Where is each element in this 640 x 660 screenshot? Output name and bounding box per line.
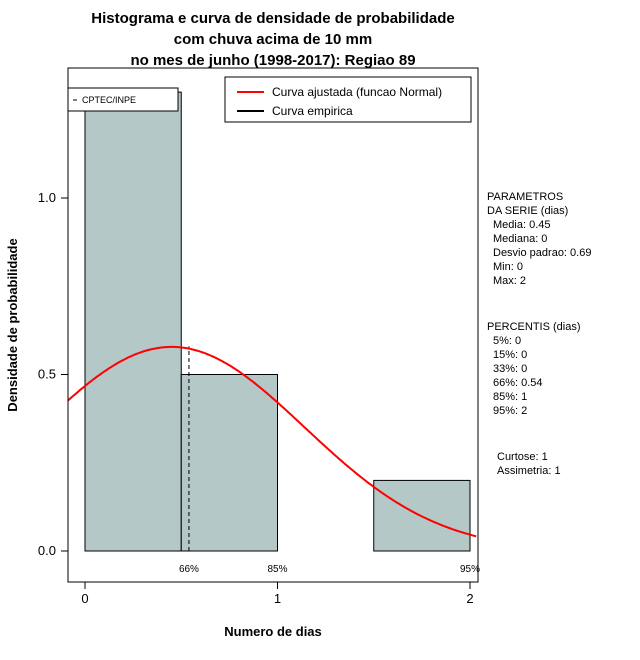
histogram-bar bbox=[180, 374, 278, 552]
stat-media: Media: 0.45 bbox=[493, 219, 551, 231]
percentile-label: 66% bbox=[179, 564, 199, 575]
legend-fitted-curve-label: Curva ajustada (funcao Normal) bbox=[272, 85, 442, 99]
fitted-normal-curve bbox=[67, 345, 477, 538]
percentil-85: 85%: 1 bbox=[493, 391, 528, 403]
x-axis-tick-label: 0 bbox=[81, 591, 88, 606]
x-axis-tick-label: 1 bbox=[274, 591, 281, 606]
params-title-line2: DA SERIE (dias) bbox=[487, 205, 569, 217]
stat-desvio-padrao: Desvio padrao: 0.69 bbox=[493, 247, 592, 259]
percentil-15: 15%: 0 bbox=[493, 349, 528, 361]
chart-title-line3: no mes de junho (1998-2017): Regiao 89 bbox=[130, 52, 416, 69]
params-title-line1: PARAMETROS bbox=[487, 191, 564, 203]
percentis-title: PERCENTIS (dias) bbox=[487, 321, 581, 333]
stat-max: Max: 2 bbox=[493, 275, 527, 287]
legend-empirical-curve-label: Curva empirica bbox=[272, 104, 353, 118]
stat-mediana: Mediana: 0 bbox=[493, 233, 548, 245]
chart-title-line2: com chuva acima de 10 mm bbox=[173, 31, 373, 48]
watermark-border bbox=[67, 87, 179, 112]
y-axis-title: Densidade de probabilidade bbox=[5, 238, 20, 411]
percentil-66: 66%: 0.54 bbox=[493, 377, 543, 389]
stat-min: Min: 0 bbox=[493, 261, 523, 273]
percentil-33: 33%: 0 bbox=[493, 363, 528, 375]
histogram-bar bbox=[84, 91, 182, 552]
percentile-label: 85% bbox=[267, 564, 287, 575]
chart-legend: Curva ajustada (funcao Normal) Curva emp… bbox=[224, 76, 472, 123]
y-axis-tick-label: 0.5 bbox=[38, 367, 56, 382]
x-axis-tick-label: 2 bbox=[466, 591, 473, 606]
stat-assimetria: Assimetria: 1 bbox=[497, 465, 561, 477]
y-axis-tick-label: 1.0 bbox=[38, 190, 56, 205]
stat-curtose: Curtose: 1 bbox=[497, 451, 548, 463]
plot-border bbox=[67, 67, 479, 583]
percentil-95: 95%: 2 bbox=[493, 405, 528, 417]
chart-title-line1: Histograma e curva de densidade de proba… bbox=[91, 10, 455, 27]
stats-side-panel: PARAMETROS DA SERIE (dias) Media: 0.45 M… bbox=[487, 190, 637, 478]
percentil-5: 5%: 0 bbox=[493, 335, 522, 347]
x-axis-title: Numero de dias bbox=[224, 624, 322, 639]
y-axis-tick-label: 0.0 bbox=[38, 543, 56, 558]
legend-border bbox=[224, 76, 472, 123]
percentile-label: 95% bbox=[460, 564, 480, 575]
chart-title: Histograma e curva de densidade de proba… bbox=[0, 8, 546, 71]
chart-generated-layer: 66% 85% 95% 0 1 2 0.0 0.5 1.0 bbox=[38, 91, 480, 606]
watermark-label: CPTEC/INPE bbox=[82, 95, 136, 105]
watermark-box: CPTEC/INPE bbox=[67, 87, 179, 112]
